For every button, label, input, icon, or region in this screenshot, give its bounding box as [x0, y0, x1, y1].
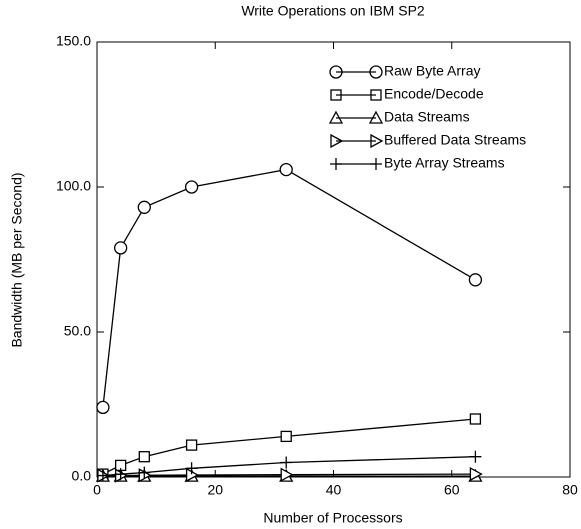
marker — [185, 462, 198, 475]
marker — [96, 400, 110, 415]
marker — [468, 273, 483, 287]
x-tick-label: 40 — [326, 482, 342, 498]
marker — [138, 466, 151, 479]
x-tick-label: 20 — [207, 482, 223, 498]
marker — [369, 65, 383, 79]
y-tick-label: 150.0 — [56, 33, 91, 49]
y-axis-label: Bandwidth (MB per Second) — [9, 172, 25, 347]
marker — [469, 413, 482, 425]
marker — [469, 467, 483, 482]
y-tick-label: 100.0 — [56, 178, 91, 194]
legend-label: Encode/Decode — [384, 86, 484, 102]
series-line — [102, 418, 476, 475]
plot-frame — [96, 41, 571, 478]
marker — [137, 200, 151, 214]
y-tick-label: 0.0 — [72, 468, 92, 484]
legend-label: Byte Array Streams — [384, 155, 505, 171]
marker — [279, 162, 293, 177]
marker — [184, 180, 199, 194]
marker — [330, 89, 342, 101]
marker — [280, 467, 294, 482]
marker — [368, 110, 384, 124]
x-axis-label: Number of Processors — [263, 510, 402, 526]
marker — [370, 89, 382, 101]
x-tick-label: 80 — [562, 482, 578, 498]
marker — [114, 468, 127, 481]
marker — [114, 241, 128, 255]
chart-title: Write Operations on IBM SP2 — [241, 3, 425, 19]
marker — [330, 133, 344, 149]
series-line — [102, 168, 476, 408]
legend-label: Buffered Data Streams — [384, 132, 526, 148]
marker — [469, 450, 482, 463]
marker — [185, 439, 198, 451]
marker — [329, 65, 343, 79]
x-tick-label: 60 — [444, 482, 460, 498]
marker — [96, 469, 109, 482]
marker — [138, 451, 150, 463]
legend-label: Raw Byte Array — [384, 63, 480, 79]
y-tick-label: 50.0 — [64, 323, 91, 339]
marker — [280, 456, 293, 469]
marker — [328, 110, 344, 124]
marker — [330, 158, 342, 170]
marker — [280, 430, 292, 443]
legend-label: Data Streams — [384, 109, 470, 125]
x-tick-label: 0 — [93, 482, 101, 498]
marker — [370, 133, 384, 149]
marker — [370, 158, 382, 170]
